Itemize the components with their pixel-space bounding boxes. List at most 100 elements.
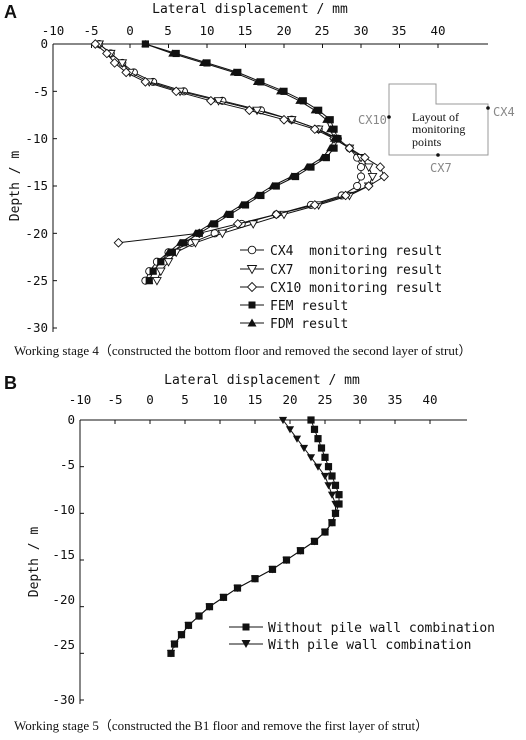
panel-b-series-1-point (310, 538, 319, 546)
panel-b-legend-marker-without (242, 623, 250, 631)
panel-a-series-3-point (172, 49, 180, 58)
panel-b-series-1-point (282, 556, 291, 565)
panel-b-series-1-point (250, 575, 260, 583)
panel-a-series-3-point (226, 210, 234, 218)
panel-b-series-0-point (307, 416, 315, 424)
panel-b-series-1-point (306, 454, 316, 462)
panel-b-series-0-point (335, 500, 343, 508)
panel-a-series-4-point (164, 248, 173, 256)
panel-a-series-4-point (145, 276, 154, 284)
panel-a-x-tick-label: 15 (237, 23, 252, 38)
panel-b-series-0-point (331, 481, 340, 489)
panel-a-series-3-point (211, 220, 219, 228)
panel-a-legend-marker-cx4 (247, 245, 257, 255)
panel-a-series-2-point (379, 171, 389, 182)
panel-b-y-tick-label: 0 (67, 412, 75, 427)
panel-a-series-4-point (237, 200, 246, 209)
panel-a-x-tick-label: 30 (353, 23, 368, 38)
panel-b-x-tick-label: 15 (247, 392, 262, 407)
panel-b-plot (79, 416, 467, 704)
panel-a-series-4-point (191, 229, 200, 237)
panel-a-legend-label-cx4: CX4 monitoring result (270, 244, 442, 259)
panel-b-series-1-point (299, 444, 309, 453)
panel-b-series-1-point (331, 510, 340, 518)
panel-a-series-4-point (156, 257, 165, 265)
panel-a-series-1-point (286, 116, 297, 125)
panel-a-series-1-point (155, 267, 166, 277)
panel-b-y-tick-label: -10 (52, 502, 75, 517)
panel-b-series-0-point (317, 444, 326, 452)
panel-b-series-0-point (314, 435, 322, 443)
panel-a-plot (52, 39, 488, 332)
panel-a-legend-label-cx7: CX7 monitoring result (270, 263, 442, 278)
panel-a-y-tick-label: -25 (25, 273, 48, 288)
panel-a-y-tick-label: -20 (25, 226, 48, 241)
panel-b-x-tick-label: 25 (317, 392, 332, 407)
panel-b-series-0-point (335, 491, 343, 499)
panel-a-series-2-point (309, 200, 320, 210)
panel-b-x-tick-label: 40 (422, 392, 437, 407)
panel-a-series-3-point (241, 201, 250, 209)
panel-a-series-2-point (109, 58, 120, 68)
panel-a-series-1-point (252, 106, 262, 116)
panel-b-x-tick-label: 0 (146, 392, 154, 407)
panel-b-series-0-point (321, 453, 329, 461)
panel-b-series-1-point (331, 500, 340, 509)
panel-a-x-tick-label: 10 (199, 23, 214, 38)
panel-b-y-tick-label: -20 (52, 592, 75, 607)
panel-a-legend-label-cx10: CX10 monitoring result (270, 281, 442, 296)
panel-b-y-axis-title: Depth / m (27, 527, 42, 598)
panel-b-y-tick-label: -15 (52, 547, 75, 562)
panel-a-series-1-point (248, 220, 259, 229)
panel-a-series-3-point (180, 239, 188, 247)
panel-b-series-1-point (327, 519, 337, 527)
panel-a-series-3-point (307, 163, 315, 171)
panel-b-series-0-point (328, 472, 336, 480)
panel-b-series-1-point (296, 547, 305, 555)
panel-a-x-axis-title: Lateral displacement / mm (152, 2, 348, 17)
panel-a-series-2-point (102, 48, 112, 59)
panel-b-legend-label-with: With pile wall combination (268, 638, 472, 653)
panel-a-series-2-point (360, 152, 370, 163)
panel-b-series-1-point (327, 491, 337, 499)
panel-a-series-2-point (113, 237, 124, 248)
panel-b-series-1-point (170, 640, 179, 649)
panel-a-series-3-point (257, 78, 265, 86)
panel-b: B Lateral displacement / mm -10 -5 0 5 1… (4, 373, 495, 733)
panel-a-series-2-point (244, 105, 255, 116)
panel-a-series-4-point (318, 153, 327, 161)
panel-a-series-3-point (168, 248, 176, 256)
panel-b-y-tick-label: -5 (60, 457, 75, 472)
panel-a-series-2-point (363, 181, 374, 191)
panel-a-legend-marker-fdm (247, 318, 257, 327)
panel-a-x-tick-label: -10 (42, 23, 65, 38)
panel-b-caption: Working stage 5（constructed the B1 floor… (14, 718, 428, 733)
panel-b-x-tick-label: -10 (69, 392, 92, 407)
panel-b-x-tick-label: -5 (107, 392, 122, 407)
panel-b-series-1-point (177, 631, 186, 639)
panel-a-y-tick-label: -10 (25, 131, 48, 146)
panel-b-series-0-point (324, 463, 333, 471)
panel-b-series-1-point (184, 622, 193, 630)
panel-a-y-tick-label: 0 (40, 36, 48, 51)
panel-a-y-tick-label: -30 (25, 320, 48, 335)
panel-b-series-1-point (205, 603, 214, 611)
panel-a-x-tick-label: 0 (126, 23, 134, 38)
panel-a-inset-title-line: points (412, 135, 442, 149)
panel-a-inset-label-cx10: CX10 (358, 113, 387, 127)
panel-b-x-tick-label: 20 (282, 392, 297, 407)
panel-a-series-3-point (322, 154, 330, 162)
panel-a-series-2-point (206, 95, 216, 106)
panel-b-series-1-point (233, 584, 242, 593)
panel-a-y-tick-label: -15 (25, 178, 48, 193)
panel-a-series-2-point (375, 162, 386, 172)
panel-a-series-1-point (163, 258, 174, 267)
panel-a-series-3-point (299, 97, 307, 105)
panel-b-series-1-point (320, 528, 330, 537)
panel-a-series-2-point (171, 86, 182, 97)
panel-a-series-3-point (326, 116, 334, 124)
panel-a-series-3-point (257, 191, 265, 200)
panel-a-inset-point-cx7 (436, 153, 440, 157)
panel-b-x-tick-labels: -10 -5 0 5 10 15 20 25 30 35 40 (69, 392, 438, 407)
panel-b-series-1-point (324, 482, 333, 490)
